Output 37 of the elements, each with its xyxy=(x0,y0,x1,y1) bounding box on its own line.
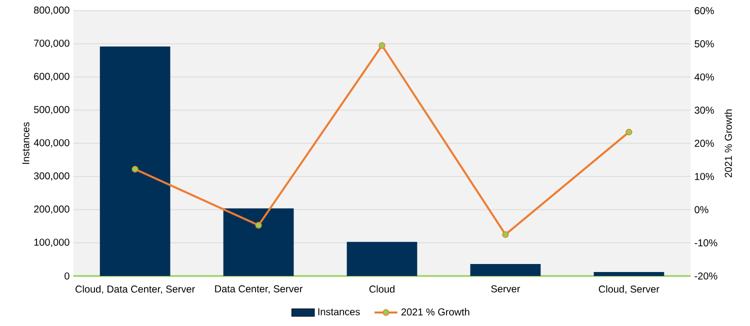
bar xyxy=(223,208,294,276)
legend-label: Instances xyxy=(318,308,360,316)
y-tick-label: 700,000 xyxy=(34,40,70,48)
y2-tick-label: 0% xyxy=(694,206,708,214)
y2-axis-title: 2021 % Growth xyxy=(724,110,732,178)
legend-label: 2021 % Growth xyxy=(401,308,470,316)
x-tick-label: Cloud, Data Center, Server xyxy=(76,285,195,294)
y-tick-label: 500,000 xyxy=(34,106,70,114)
bar xyxy=(346,242,418,276)
y2-tick-label: 40% xyxy=(694,73,714,81)
x-tick-label: Cloud xyxy=(369,285,394,293)
bar xyxy=(594,272,664,276)
point xyxy=(502,231,509,238)
y-tick-label: 0 xyxy=(64,272,70,280)
y-axis-title: Instances xyxy=(22,122,30,164)
y2-tick-label: 30% xyxy=(694,106,714,114)
point xyxy=(378,42,386,49)
point xyxy=(255,222,262,229)
y2-tick-label: 50% xyxy=(694,40,714,48)
y-tick-label: 400,000 xyxy=(34,139,70,148)
x-tick-label: Data Center, Server xyxy=(215,285,303,294)
y-tick-label: 800,000 xyxy=(34,6,70,15)
y2-tick-label: 10% xyxy=(695,172,714,180)
y-tick-label: 100,000 xyxy=(34,238,70,247)
bar xyxy=(100,46,170,276)
y2-tick-label: 60% xyxy=(694,7,714,14)
point xyxy=(132,166,138,173)
y2-tick-label: -10% xyxy=(694,239,718,246)
point xyxy=(626,128,632,136)
y-tick-label: 200,000 xyxy=(34,206,70,214)
x-tick-label: Cloud, Server xyxy=(598,285,660,294)
bar xyxy=(470,264,541,276)
x-tick-label: Server xyxy=(491,285,520,292)
y2-tick-label: -20% xyxy=(694,272,718,280)
y-tick-label: 600,000 xyxy=(34,72,70,82)
y-tick-label: 300,000 xyxy=(34,172,70,181)
y2-tick-label: 20% xyxy=(694,140,714,147)
